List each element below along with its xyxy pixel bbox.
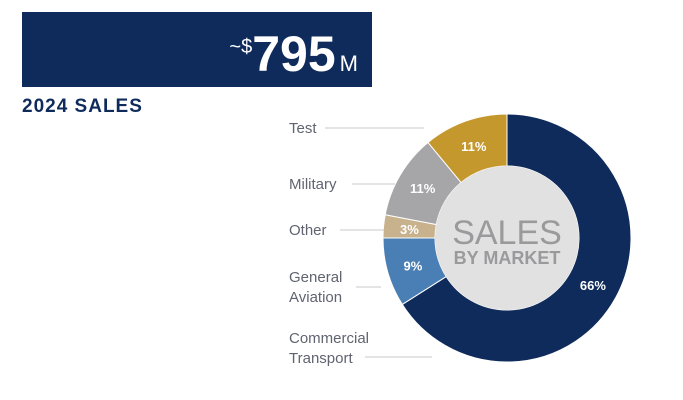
headline-prefix: ~$ [229, 36, 252, 58]
value-label: 11% [410, 181, 436, 196]
value-label: 66% [580, 278, 606, 293]
legend-label: General Aviation [289, 269, 343, 306]
center-title: SALES [452, 214, 562, 252]
headline-amount: 795 [252, 26, 335, 82]
legend-label: Commercial Transport [289, 330, 370, 367]
value-label: 9% [403, 258, 422, 273]
sales-label: 2024 SALES [22, 96, 143, 117]
donut-segment [427, 113, 508, 184]
center-subtitle: BY MARKET [454, 248, 561, 268]
headline-suffix: M [340, 51, 358, 76]
center-circle [435, 166, 579, 310]
value-label: 3% [400, 222, 419, 237]
headline: ~$795 M [229, 26, 358, 82]
legend-label: Military [289, 176, 337, 193]
legend-label: Test [289, 120, 317, 137]
legend-label: Other [289, 222, 327, 239]
headline-box [22, 12, 372, 87]
value-label: 11% [461, 139, 487, 154]
